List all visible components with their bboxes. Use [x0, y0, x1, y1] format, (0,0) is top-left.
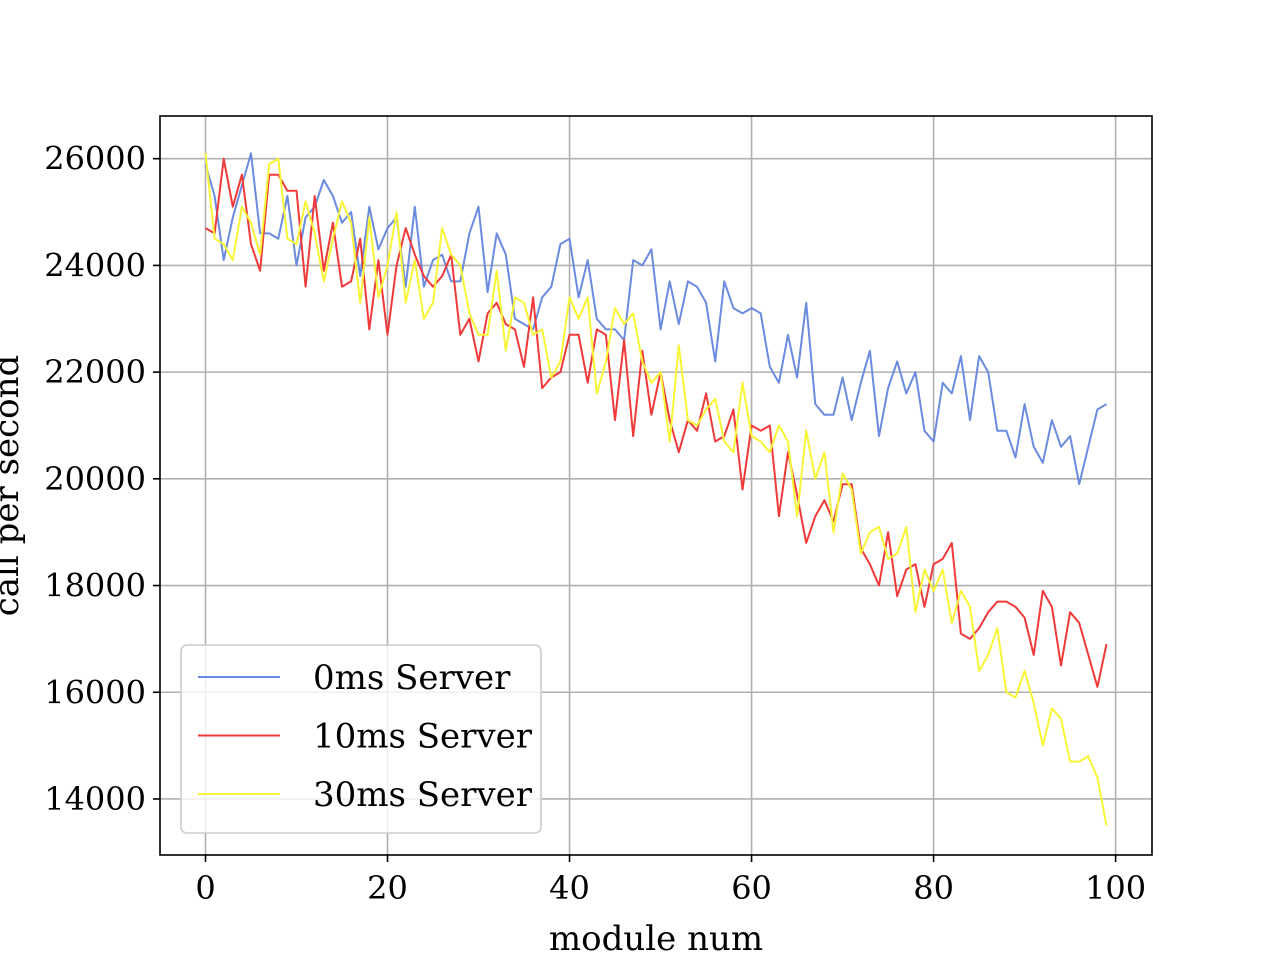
y-tick-label: 20000 — [44, 460, 146, 498]
x-tick-label: 40 — [549, 869, 590, 907]
y-tick-label: 24000 — [44, 246, 146, 284]
x-axis-label: module num — [549, 919, 763, 959]
x-tick-label: 60 — [731, 869, 772, 907]
plot-frame — [159, 115, 1153, 856]
axis-ticks: 0 20 40 60 80 100 14000 16000 18000 20000 22000 240… — [44, 140, 1146, 907]
legend-label: 0ms Server — [313, 658, 511, 698]
legend: 0ms Server 10ms Server 30ms Server — [180, 644, 542, 834]
y-tick-label: 22000 — [44, 353, 146, 391]
x-tick-label: 0 — [195, 869, 215, 907]
legend-label: 30ms Server — [313, 775, 533, 815]
series-lines — [204, 152, 1108, 826]
y-tick-label: 18000 — [44, 567, 146, 605]
series-line-2 — [204, 153, 1108, 826]
y-tick-label: 14000 — [44, 780, 146, 818]
y-axis-label: call per second — [0, 355, 27, 617]
x-tick-label: 100 — [1085, 869, 1146, 907]
y-tick-label: 26000 — [44, 140, 146, 178]
x-tick-label: 20 — [367, 869, 408, 907]
legend-label: 10ms Server — [313, 717, 533, 757]
y-tick-label: 16000 — [44, 673, 146, 711]
legend-box — [180, 644, 542, 834]
series-line-0 — [204, 152, 1108, 486]
x-tick-label: 80 — [913, 869, 954, 907]
